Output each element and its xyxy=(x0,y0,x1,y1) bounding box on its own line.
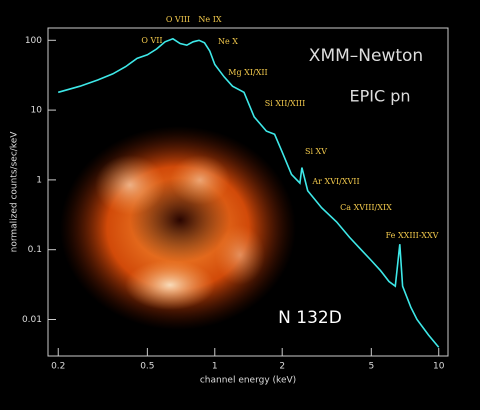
line-annotation: Fe XXIII-XXV xyxy=(386,231,439,240)
object-label: N 132D xyxy=(278,308,342,328)
line-annotation: O VIII xyxy=(166,15,190,24)
line-annotation: Ne X xyxy=(218,37,238,46)
line-annotation: Mg XI/XII xyxy=(228,68,267,77)
line-annotation: Si XII/XIII xyxy=(265,99,305,108)
x-tick-label: 0.2 xyxy=(51,362,65,372)
chart-title: XMM–Newton xyxy=(309,46,423,66)
x-tick-label: 10 xyxy=(433,362,445,372)
remnant-image xyxy=(60,126,296,330)
y-tick-label: 0.1 xyxy=(28,245,42,255)
y-tick-label: 0.01 xyxy=(22,315,42,325)
line-annotation: Ar XVI/XVII xyxy=(311,177,359,186)
x-tick-label: 0.5 xyxy=(140,362,154,372)
x-tick-label: 1 xyxy=(212,362,218,372)
y-tick-label: 10 xyxy=(31,106,43,116)
x-axis-label: channel energy (keV) xyxy=(200,376,296,386)
spectrum-line xyxy=(57,37,440,348)
line-annotation: Si XV xyxy=(305,147,327,156)
line-annotation: Ca XVIII/XIX xyxy=(340,203,392,212)
y-axis-label: normalized counts/sec/keV xyxy=(10,131,20,253)
y-tick-label: 100 xyxy=(25,36,42,46)
chart-subtitle: EPIC pn xyxy=(349,87,410,106)
y-tick-label: 1 xyxy=(36,175,42,185)
x-tick-label: 2 xyxy=(279,362,285,372)
x-tick-label: 5 xyxy=(368,362,374,372)
line-annotation: Ne IX xyxy=(198,15,221,24)
line-annotation: O VII xyxy=(141,36,162,45)
plot-frame xyxy=(47,27,449,357)
